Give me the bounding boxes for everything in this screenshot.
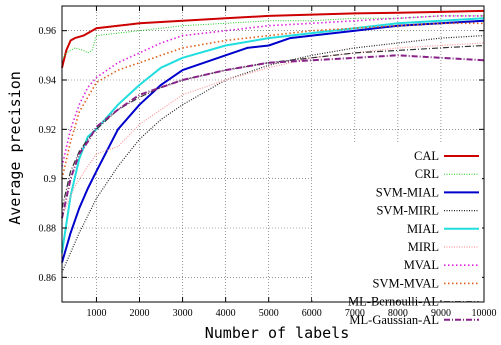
x-tick-label: 8000: [388, 308, 408, 319]
x-tick-label: 6000: [302, 308, 322, 319]
x-tick-label: 4000: [216, 308, 236, 319]
series-line-ml-bernoulli-al: [61, 44, 485, 209]
series-line-crl: [61, 15, 484, 61]
plot-frame: [61, 5, 485, 303]
y-tick-label: 0.94: [39, 76, 57, 87]
legend-label: SVM-MVAL: [373, 276, 439, 290]
series-line-mirl: [61, 42, 485, 216]
series-line-mval: [61, 15, 484, 167]
x-tick-label: 10000: [472, 308, 497, 319]
legend-label: MVAL: [404, 258, 439, 272]
legend: CAL CRL SVM-MIAL SVM-MIRL MIAL MIRL MVAL SVM-MV…: [312, 144, 482, 327]
legend-label: ML-Bernoulli-AL: [348, 295, 439, 309]
legend-label: SVM-MIAL: [376, 185, 439, 199]
y-tick-label: 0.92: [39, 125, 57, 136]
x-axis-label: Number of labels: [205, 324, 350, 342]
series-line-svm-mial: [61, 19, 485, 263]
y-tick-label: 0.96: [39, 26, 57, 37]
legend-background: [312, 144, 482, 300]
y-tick-label: 0.88: [39, 224, 57, 235]
x-tick-label: 1000: [86, 308, 106, 319]
series-line-svm-mval: [61, 22, 484, 179]
legend-label: SVM-MIRL: [376, 204, 439, 218]
x-tick-label: 7000: [345, 308, 365, 319]
y-tick-label: 0.9: [44, 174, 57, 185]
series-line-ml-gaussian-al: [61, 54, 485, 219]
y-axis-label: Average precision: [6, 71, 24, 225]
series-line-cal: [61, 9, 485, 68]
legend-label: MIAL: [407, 222, 439, 236]
x-tick-label: 3000: [173, 308, 193, 319]
x-tick-label: 2000: [130, 308, 150, 319]
legend-label: CAL: [414, 149, 439, 163]
series-line-svm-mirl: [61, 35, 485, 273]
y-tick-label: 0.86: [39, 273, 57, 284]
x-tick-label: 9000: [431, 308, 451, 319]
legend-label: MIRL: [408, 240, 439, 254]
axes: 1000 2000 3000 4000 5000 6000 7000 8000 9000 1000…: [39, 5, 497, 319]
series-lines: [61, 9, 485, 273]
x-tick-label: 5000: [259, 308, 279, 319]
legend-label: CRL: [415, 167, 439, 181]
legend-label: ML-Gaussian-AL: [349, 313, 439, 327]
